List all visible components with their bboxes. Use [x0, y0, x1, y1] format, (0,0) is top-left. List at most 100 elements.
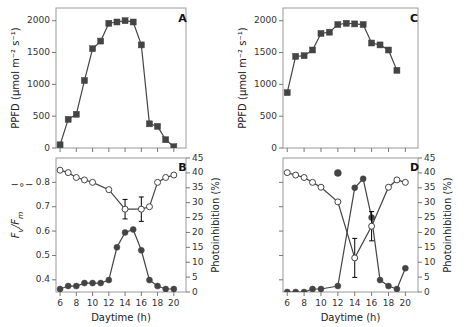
- y-tick-label: 1500: [27, 47, 50, 57]
- x-tick: [92, 292, 93, 296]
- y-tick: [52, 279, 56, 280]
- point: [326, 29, 332, 35]
- point: [138, 42, 144, 48]
- series: [284, 170, 408, 278]
- point: [335, 22, 341, 28]
- y2-tick-label: 25: [192, 212, 203, 222]
- series-line: [287, 23, 397, 92]
- point: [73, 283, 79, 289]
- point: [57, 142, 63, 148]
- point: [81, 280, 87, 286]
- y-tick: [52, 84, 56, 85]
- point: [352, 255, 358, 261]
- x-tick: [173, 292, 174, 296]
- x-tick: [157, 292, 158, 296]
- panel: 0500100015002000PPFD (μmol m⁻² s⁻¹)A: [10, 8, 187, 153]
- x-tick: [76, 292, 77, 296]
- y-tick-label: 0.7: [36, 201, 50, 211]
- x-tick: [405, 292, 406, 296]
- point: [335, 283, 341, 289]
- point: [377, 42, 383, 48]
- x-tick: [125, 292, 126, 296]
- x-tick: [371, 148, 372, 152]
- point: [310, 47, 316, 53]
- panel-label: C: [410, 12, 418, 25]
- x-tick: [337, 148, 338, 152]
- series-line: [60, 21, 174, 147]
- y-tick-label: 0.8: [36, 177, 51, 187]
- point: [122, 18, 128, 24]
- y2-tick-label: 45: [192, 153, 203, 163]
- y2-tick-label: 10: [424, 257, 436, 267]
- point: [146, 277, 152, 283]
- x-axis-label: Daytime (h): [321, 312, 381, 323]
- point: [114, 244, 120, 250]
- x-tick-label: 8: [301, 298, 307, 308]
- x-axis-label: Daytime (h): [91, 312, 151, 323]
- point: [163, 137, 169, 143]
- point: [90, 280, 96, 286]
- x-tick-label: 14: [119, 298, 131, 308]
- plot-frame: [283, 158, 418, 292]
- point: [171, 144, 177, 148]
- point: [318, 30, 324, 36]
- y2-tick: [186, 277, 190, 278]
- y2-tick: [186, 202, 190, 203]
- y2-tick-label: 25: [424, 212, 435, 222]
- x-tick-label: 20: [168, 298, 180, 308]
- x-tick-label: 14: [349, 298, 361, 308]
- x-tick: [60, 292, 61, 296]
- series: [57, 18, 177, 148]
- x-tick: [125, 148, 126, 152]
- y2-axis-label: Photoinhibition (%): [210, 177, 221, 273]
- y2-tick: [186, 262, 190, 263]
- point: [130, 226, 136, 232]
- y-tick-label: 1000: [27, 79, 50, 89]
- y-tick-label: 0: [271, 143, 277, 153]
- panel: 0500100015002000PPFD (μmol m⁻² s⁻¹)C: [237, 8, 418, 153]
- panel-label: D: [410, 161, 419, 174]
- panel: 68101214161820051015202530354045Photoinh…: [279, 153, 453, 324]
- y-tick: [279, 231, 283, 232]
- y-tick-label: 1000: [254, 79, 277, 89]
- x-tick-label: 8: [73, 298, 79, 308]
- y-tick-label: 500: [33, 111, 50, 121]
- y2-tick: [186, 172, 190, 173]
- point: [301, 289, 307, 292]
- plot-frame: [56, 8, 186, 148]
- point: [284, 289, 290, 292]
- point: [377, 277, 383, 283]
- y2-tick-label: 30: [424, 197, 436, 207]
- series: [57, 226, 177, 292]
- y2-tick-label: 15: [192, 242, 203, 252]
- point: [385, 47, 391, 53]
- point: [402, 265, 408, 271]
- x-tick: [76, 148, 77, 152]
- y-tick-label: 0.4: [36, 274, 51, 284]
- point: [343, 20, 349, 26]
- point: [106, 20, 112, 26]
- x-tick: [108, 148, 109, 152]
- series: [284, 176, 408, 292]
- y-tick-label: 0: [44, 143, 50, 153]
- point: [171, 286, 177, 292]
- point: [98, 280, 104, 286]
- y-tick-label: 0.5: [36, 250, 50, 260]
- x-tick: [141, 148, 142, 152]
- point: [146, 204, 152, 210]
- x-tick-label: 6: [284, 298, 290, 308]
- point: [57, 167, 63, 173]
- y2-tick: [418, 247, 422, 248]
- y2-tick: [418, 202, 422, 203]
- point: [163, 286, 169, 292]
- x-tick: [337, 292, 338, 296]
- point: [310, 179, 316, 185]
- y-axis-label: Fv/Fm: [10, 212, 25, 239]
- x-tick-label: 10: [315, 298, 327, 308]
- x-tick: [354, 148, 355, 152]
- y2-tick-label: 40: [424, 167, 436, 177]
- y-tick: [279, 255, 283, 256]
- y-tick: [52, 116, 56, 117]
- y2-tick: [186, 247, 190, 248]
- x-tick-label: 18: [383, 298, 395, 308]
